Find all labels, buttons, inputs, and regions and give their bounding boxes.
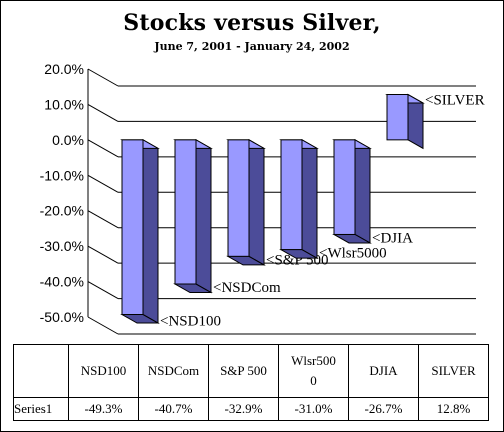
- gridline-depth: [87, 139, 119, 158]
- bar-side: [354, 138, 371, 244]
- gridline-depth: [87, 316, 119, 335]
- data-table-header-cell: S&P 500: [208, 344, 279, 398]
- gridline-depth: [87, 68, 119, 87]
- bar-label: <DJIA: [372, 230, 413, 246]
- gridline-depth: [87, 245, 119, 264]
- bar: [386, 94, 409, 141]
- bar: [174, 139, 197, 285]
- data-table-value-cell: 12.8%: [418, 397, 489, 421]
- y-tick-label: -40.0%: [40, 274, 84, 290]
- data-table-series-name: Series1: [13, 397, 69, 421]
- bar: [121, 139, 144, 316]
- data-table: NSD100 NSDCom S&P 500 Wlsr500 0 DJIA SIL…: [13, 344, 489, 421]
- bar-label: <NSDCom: [213, 280, 281, 296]
- gridline-depth: [87, 210, 119, 229]
- bar-label: <Wlsr5000: [319, 246, 387, 262]
- bar-side: [248, 138, 265, 266]
- chart-plot: 20.0% 10.0% 0.0% -10.0% -20.0% -30.0% -40.0% -5…: [40, 61, 485, 335]
- data-table-value-cell: -40.7%: [138, 397, 209, 421]
- data-table-value-cell: -32.9%: [208, 397, 279, 421]
- data-table-header-cell: Wlsr500 0: [278, 344, 349, 398]
- data-table-header-cell: NSD100: [68, 344, 139, 398]
- gridline-depth: [87, 103, 119, 122]
- bar: [280, 139, 303, 251]
- data-table-value-row: Series1 -49.3% -40.7% -32.9% -31.0% -26.…: [13, 397, 489, 421]
- data-table-value-cell: -49.3%: [68, 397, 139, 421]
- data-table-value-cell: -26.7%: [348, 397, 419, 421]
- gridline-depth: [87, 174, 119, 193]
- bar-bottom: [279, 249, 319, 259]
- bar-bottom: [226, 255, 266, 266]
- bar-side: [142, 138, 159, 324]
- bar-bottom: [173, 283, 213, 294]
- bar-label: <SILVER: [425, 93, 485, 109]
- y-tick-label: -20.0%: [40, 203, 84, 219]
- y-tick-label: -50.0%: [40, 309, 84, 325]
- bar: [227, 139, 250, 257]
- data-table-header-row: NSD100 NSDCom S&P 500 Wlsr500 0 DJIA SIL…: [13, 344, 489, 398]
- chart-subtitle: June 7, 2001 - January 24, 2002: [154, 40, 350, 53]
- bar-bottom: [332, 233, 372, 244]
- y-tick-label: 20.0%: [44, 61, 84, 77]
- data-table-corner-cell: [13, 344, 69, 398]
- data-table-header-cell: DJIA: [348, 344, 419, 398]
- y-tick-label: -30.0%: [40, 238, 84, 254]
- bar-label: <NSD100: [160, 314, 221, 330]
- y-tick-label: 0.0%: [52, 132, 84, 148]
- y-tick-label: 10.0%: [44, 96, 84, 112]
- data-table-header-cell: SILVER: [418, 344, 489, 398]
- bar-side: [301, 138, 318, 260]
- bar-bottom: [120, 314, 160, 324]
- y-tick-label: -10.0%: [40, 167, 84, 183]
- chart-title: Stocks versus Silver,: [123, 10, 381, 36]
- bar: [333, 139, 356, 235]
- data-table-value-cell: -31.0%: [278, 397, 349, 421]
- gridline-depth: [87, 281, 119, 300]
- bar-side: [195, 138, 212, 294]
- data-table-header-cell: NSDCom: [138, 344, 209, 398]
